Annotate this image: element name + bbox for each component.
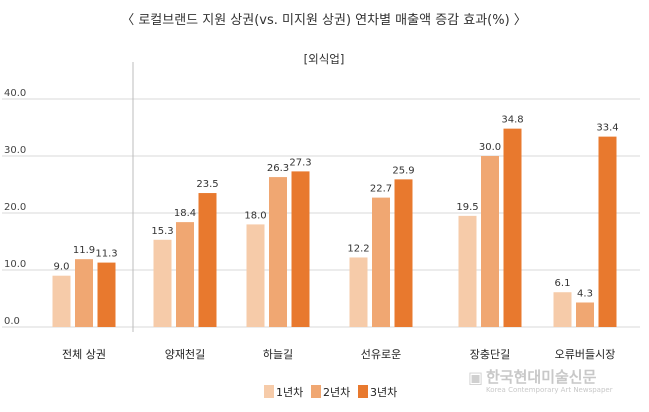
category-labels: 전체 상권 양재천길 하늘길 선유로운 장충단길 오류버들시장 [62, 347, 615, 361]
chart-subtitle: [외식업] [304, 52, 345, 66]
legend: 1년차 2년차 3년차 [264, 385, 397, 399]
legend-swatch [358, 385, 368, 398]
value-label: 27.3 [289, 157, 311, 168]
legend-swatch [264, 385, 274, 398]
bar-2-1 [269, 177, 287, 327]
bar-5-2 [598, 136, 617, 327]
value-label: 19.5 [456, 202, 478, 213]
chart-title: 〈 로컬브랜드 지원 상권(vs. 미지원 상권) 연차별 매출액 증감 효과(… [121, 13, 527, 28]
legend-label: 3년차 [370, 386, 397, 399]
bar-2-0 [246, 224, 265, 327]
watermark-text: 한국현대미술신문 [486, 368, 597, 386]
category-label: 하늘길 [263, 347, 293, 361]
bar-5-1 [576, 302, 594, 327]
value-label: 11.9 [73, 245, 95, 256]
y-tick-label: 40.0 [4, 88, 26, 99]
legend-label: 1년차 [276, 386, 303, 399]
bar-3-1 [372, 197, 390, 327]
watermark: ▣ 한국현대미술신문 Korea Contemporary Art Newspa… [468, 368, 613, 394]
bar-1-2 [198, 193, 217, 327]
value-label: 33.4 [596, 123, 618, 134]
category-label: 오류버들시장 [555, 348, 616, 361]
y-tick-label: 0.0 [4, 316, 20, 327]
category-label: 장충단길 [470, 348, 510, 361]
y-tick-label: 20.0 [4, 202, 26, 213]
bar-5-0 [553, 292, 572, 327]
bar-3-0 [349, 257, 368, 327]
category-label: 전체 상권 [62, 348, 106, 361]
bars [52, 128, 617, 327]
bar-3-2 [394, 179, 413, 327]
bar-0-1 [75, 259, 93, 327]
value-label: 18.4 [174, 208, 196, 219]
watermark-logo-icon: ▣ [468, 368, 483, 387]
value-label: 9.0 [54, 262, 70, 273]
value-label: 6.1 [555, 278, 571, 289]
value-label: 4.3 [577, 288, 593, 299]
legend-swatch [311, 385, 321, 398]
y-tick-label: 30.0 [4, 145, 26, 156]
bar-2-2 [291, 171, 310, 327]
category-label: 선유로운 [361, 348, 401, 361]
value-label: 23.5 [196, 179, 218, 190]
value-label: 25.9 [392, 165, 414, 176]
bar-0-2 [97, 262, 116, 327]
value-labels: 9.011.9 11.3 15.318.4 23.5 18.0 26.327.3 12.2 2… [54, 115, 619, 300]
y-axis-ticks: 0.0 10.0 20.0 30.0 40.0 [4, 88, 26, 327]
value-label: 11.3 [95, 249, 117, 260]
value-label: 18.0 [244, 210, 266, 221]
value-label: 22.7 [370, 184, 392, 195]
bar-1-1 [176, 222, 194, 327]
y-tick-label: 10.0 [4, 259, 26, 270]
value-label: 26.3 [267, 163, 289, 174]
value-label: 30.0 [479, 142, 501, 153]
bar-4-0 [458, 215, 477, 327]
bar-4-1 [481, 156, 499, 327]
value-label: 34.8 [501, 115, 523, 126]
watermark-subtext: Korea Contemporary Art Newspaper [486, 386, 613, 394]
value-label: 15.3 [151, 226, 173, 237]
bar-0-0 [52, 275, 71, 327]
legend-label: 2년차 [323, 386, 350, 399]
value-label: 12.2 [347, 243, 369, 254]
bar-1-0 [153, 239, 172, 327]
category-label: 양재천길 [165, 347, 205, 361]
bar-4-2 [503, 128, 522, 327]
